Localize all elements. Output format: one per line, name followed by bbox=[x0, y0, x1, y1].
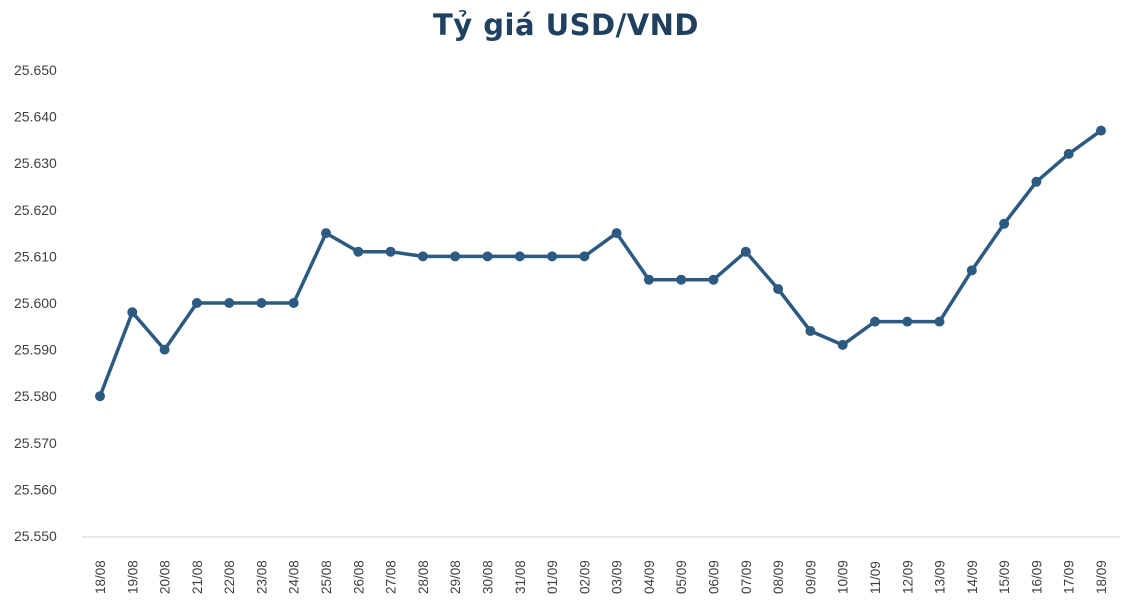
x-tick-label: 11/09 bbox=[868, 561, 883, 594]
data-point bbox=[514, 251, 525, 262]
y-tick-label: 25.630 bbox=[14, 155, 57, 171]
x-tick-label: 26/08 bbox=[351, 560, 366, 594]
y-tick-label: 25.610 bbox=[14, 248, 57, 264]
x-tick-label: 23/08 bbox=[254, 560, 269, 594]
x-tick-label: 15/09 bbox=[997, 560, 1012, 594]
data-point bbox=[450, 251, 461, 262]
data-point bbox=[321, 228, 331, 239]
x-axis: 18/08 19/08 20/08 21/08 22/08 23/08 24/08 25/08… bbox=[93, 560, 1109, 594]
x-tick-label: 21/08 bbox=[190, 560, 205, 594]
x-tick-label: 31/08 bbox=[513, 560, 528, 594]
x-tick-label: 30/08 bbox=[480, 560, 495, 594]
x-tick-label: 22/08 bbox=[222, 560, 237, 594]
data-point bbox=[353, 246, 364, 257]
x-tick-label: 16/09 bbox=[1029, 560, 1044, 594]
x-tick-label: 10/09 bbox=[836, 560, 851, 594]
y-tick-label: 25.640 bbox=[14, 109, 57, 125]
y-tick-label: 25.600 bbox=[14, 295, 57, 311]
data-point bbox=[966, 265, 977, 276]
x-tick-label: 12/09 bbox=[900, 560, 915, 594]
chart-title: Tỷ giá USD/VND bbox=[432, 8, 700, 42]
x-tick-label: 06/09 bbox=[707, 560, 722, 594]
series-line bbox=[98, 128, 1103, 398]
data-points bbox=[95, 125, 1106, 402]
x-tick-label: 05/09 bbox=[674, 560, 689, 594]
data-point bbox=[579, 251, 590, 262]
y-tick-label: 25.650 bbox=[14, 62, 57, 78]
x-tick-label: 09/09 bbox=[803, 560, 818, 594]
y-tick-label: 25.550 bbox=[14, 528, 57, 544]
y-tick-label: 25.590 bbox=[14, 342, 57, 358]
x-tick-label: 19/08 bbox=[125, 560, 140, 594]
data-point bbox=[224, 298, 235, 308]
data-point bbox=[643, 274, 654, 285]
y-tick-label: 25.580 bbox=[14, 388, 57, 404]
x-tick-label: 18/09 bbox=[1094, 560, 1109, 594]
x-tick-label: 08/09 bbox=[771, 560, 786, 594]
data-point bbox=[708, 274, 719, 285]
data-point bbox=[1096, 125, 1106, 136]
data-point bbox=[1063, 148, 1074, 159]
data-point bbox=[547, 251, 558, 262]
data-point bbox=[837, 339, 848, 350]
x-tick-label: 20/08 bbox=[158, 560, 173, 594]
data-point bbox=[902, 316, 913, 327]
data-point bbox=[191, 298, 202, 308]
x-tick-label: 02/09 bbox=[577, 560, 592, 594]
data-point bbox=[127, 307, 138, 318]
x-tick-label: 18/08 bbox=[93, 560, 108, 594]
data-point bbox=[385, 246, 396, 257]
x-tick-label: 14/09 bbox=[965, 560, 980, 594]
y-tick-label: 25.570 bbox=[14, 435, 57, 451]
data-point bbox=[870, 316, 880, 327]
x-tick-label: 01/09 bbox=[545, 560, 560, 594]
data-point bbox=[611, 228, 622, 239]
y-tick-label: 25.560 bbox=[14, 481, 57, 497]
data-point bbox=[740, 246, 751, 257]
x-tick-label: 28/08 bbox=[416, 560, 431, 594]
data-point bbox=[482, 251, 493, 262]
y-axis: 25.550 25.560 25.570 25.580 25.590 25.600 25.6… bbox=[14, 62, 57, 544]
data-point bbox=[159, 344, 170, 355]
data-point bbox=[999, 218, 1010, 229]
data-point bbox=[288, 298, 299, 308]
x-tick-label: 13/09 bbox=[933, 560, 948, 594]
x-tick-label: 07/09 bbox=[739, 560, 754, 594]
data-point bbox=[934, 316, 945, 327]
data-point bbox=[676, 274, 687, 285]
data-point bbox=[256, 298, 267, 308]
data-point bbox=[1031, 176, 1042, 187]
x-tick-label: 29/08 bbox=[448, 560, 463, 594]
data-point bbox=[805, 326, 816, 336]
x-tick-label: 17/09 bbox=[1062, 560, 1077, 594]
x-tick-label: 25/08 bbox=[319, 560, 334, 594]
x-tick-label: 04/09 bbox=[642, 560, 657, 594]
data-point bbox=[773, 284, 784, 294]
data-point bbox=[417, 251, 428, 262]
x-tick-label: 03/09 bbox=[610, 560, 625, 594]
x-tick-label: 24/08 bbox=[287, 560, 302, 594]
data-point bbox=[95, 391, 105, 402]
x-tick-label: 27/08 bbox=[384, 560, 399, 594]
y-tick-label: 25.620 bbox=[14, 202, 57, 218]
